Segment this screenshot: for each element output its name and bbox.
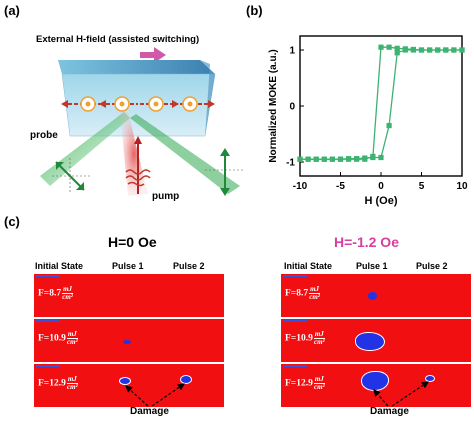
fluence-value: F=12.9 — [38, 378, 66, 389]
fluence-unit-num: mJ — [309, 285, 321, 294]
fluence-unit-den: cm² — [313, 383, 325, 391]
data-point-marker — [386, 44, 392, 50]
data-point-marker — [427, 47, 433, 53]
fluence-unit-num: mJ — [313, 375, 325, 384]
fluence-unit-den: cm² — [313, 338, 325, 346]
probe-beam — [40, 112, 245, 196]
x-tick-label: 10 — [456, 181, 468, 192]
right-col-header-initial: Initial State — [284, 261, 333, 271]
right-damage-label: Damage — [370, 406, 409, 417]
left-condition-title: H=0 Oe — [108, 234, 157, 250]
left-col-header-pulse2: Pulse 2 — [173, 261, 205, 271]
data-point-marker — [378, 44, 384, 50]
data-point-marker — [386, 123, 392, 129]
fluence-unit-num: mJ — [313, 330, 325, 339]
left-row3-fluence-label: F=12.9 mJ cm² — [38, 376, 78, 391]
right-row2-marker — [283, 320, 307, 322]
data-point-marker — [337, 156, 344, 162]
left-row1-fluence-label: F=8.7 mJ cm² — [38, 285, 74, 301]
data-point-marker — [305, 156, 311, 162]
fluence-value: F=10.9 — [285, 333, 313, 344]
right-row1-fluence-label: F=8.7 mJ cm² — [285, 285, 321, 301]
left-row2-marker — [36, 320, 60, 322]
fluence-value: F=10.9 — [38, 333, 66, 344]
data-point-marker — [346, 156, 352, 162]
data-point-marker — [329, 156, 335, 162]
fluence-unit-den: cm² — [66, 383, 78, 391]
fluence-unit-den: cm² — [309, 293, 320, 301]
right-row2-fluence-label: F=10.9 mJ cm² — [285, 331, 325, 346]
x-axis-label: H (Oe) — [365, 195, 398, 207]
data-point-marker — [443, 47, 449, 53]
y-tick-label: 0 — [289, 102, 295, 113]
left-damage-label: Damage — [130, 406, 169, 417]
y-tick-label: -1 — [286, 158, 295, 169]
right-col-header-pulse2: Pulse 2 — [416, 261, 448, 271]
right-row3-pulse2-domain — [426, 376, 434, 381]
data-point-marker — [321, 156, 327, 162]
right-row1-pulse1-domain — [368, 292, 377, 300]
x-tick-label: 0 — [378, 181, 384, 192]
x-tick-label: -10 — [293, 181, 308, 192]
left-row2-pulse1-domain — [123, 340, 131, 344]
fluence-unit-num: mJ — [62, 285, 74, 294]
right-row3-marker — [283, 365, 307, 367]
panel-a-label: (a) — [4, 3, 20, 18]
left-row1-marker — [36, 275, 60, 277]
data-point-marker — [362, 155, 368, 161]
left-row2-fluence-label: F=10.9 mJ cm² — [38, 331, 78, 346]
fluence-value: F=8.7 — [285, 288, 309, 299]
magneto-optical-setup-illustration — [40, 47, 245, 196]
data-point-marker — [451, 47, 457, 53]
spin-array — [61, 96, 215, 112]
right-row2-pulse1-domain — [356, 333, 384, 350]
pump-beam — [120, 112, 151, 196]
panel-b-label: (b) — [246, 3, 263, 18]
left-row3-pulse1-domain — [120, 378, 130, 384]
h-field-arrow — [140, 47, 166, 63]
data-point-marker — [394, 45, 400, 51]
data-point-marker — [370, 154, 376, 161]
fluence-unit-den: cm² — [62, 293, 73, 301]
left-col-header-pulse1: Pulse 1 — [112, 261, 144, 271]
data-point-marker — [418, 47, 425, 53]
y-axis-label: Normalized MOKE (a.u.) — [268, 49, 279, 162]
y-tick-label: 1 — [289, 46, 295, 57]
left-row1-image — [34, 274, 224, 317]
panel-c-label: (c) — [4, 214, 20, 229]
data-point-marker — [459, 47, 465, 53]
left-row3-pulse2-domain — [181, 376, 191, 383]
data-point-marker — [378, 154, 384, 161]
right-condition-title: H=-1.2 Oe — [334, 234, 399, 250]
left-col-header-initial: Initial State — [35, 261, 84, 271]
x-tick-label: -5 — [336, 181, 345, 192]
data-point-marker — [297, 156, 303, 162]
data-point-marker — [354, 156, 360, 162]
crystal-slab — [58, 60, 216, 137]
data-point-marker — [410, 47, 416, 53]
data-point-marker — [402, 47, 408, 53]
data-point-marker — [435, 47, 441, 53]
fluence-unit-num: mJ — [66, 330, 78, 339]
data-point-marker — [313, 156, 319, 162]
right-row1-marker — [283, 275, 307, 277]
right-row3-pulse1-domain — [362, 372, 388, 390]
right-row3-fluence-label: F=12.9 mJ cm² — [285, 376, 325, 391]
right-col-header-pulse1: Pulse 1 — [356, 261, 388, 271]
data-point-marker — [394, 50, 400, 56]
left-row3-marker — [36, 365, 60, 367]
fluence-value: F=8.7 — [38, 288, 62, 299]
pump-label: pump — [152, 191, 180, 202]
fluence-value: F=12.9 — [285, 378, 313, 389]
probe-label: probe — [30, 130, 58, 141]
panel-a-title: External H-field (assisted switching) — [36, 34, 200, 45]
fluence-unit-num: mJ — [66, 375, 78, 384]
fluence-unit-den: cm² — [66, 338, 78, 346]
x-tick-label: 5 — [419, 181, 425, 192]
